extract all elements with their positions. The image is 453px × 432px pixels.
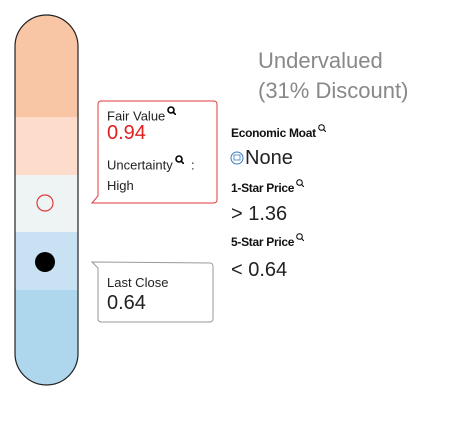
fair-value-label: Fair Value xyxy=(107,106,177,124)
uncertainty: High xyxy=(107,178,134,193)
info-icon[interactable] xyxy=(296,233,305,241)
last-close-label: Last Close xyxy=(107,275,169,290)
valuation: Undervalued (31% Discount) xyxy=(258,48,409,103)
text: 1.36 xyxy=(248,203,288,225)
text: 5-Star Price xyxy=(231,235,295,249)
text: > xyxy=(231,203,243,225)
text: Uncertainty xyxy=(107,157,173,173)
info-icon[interactable] xyxy=(167,106,177,115)
uncertainty-label: Uncertainty : xyxy=(107,155,195,172)
text: < xyxy=(231,259,243,281)
info-icon[interactable] xyxy=(317,124,326,132)
separator: : xyxy=(190,157,195,173)
one-star-label: 1-Star Price xyxy=(231,179,305,195)
moat: None xyxy=(245,147,293,169)
five-star-price: < 0.64 xyxy=(231,259,287,282)
text: 1-Star Price xyxy=(231,181,295,195)
text: Fair Value xyxy=(107,108,166,124)
moat-label: Economic Moat xyxy=(231,124,326,140)
one-star-price: > 1.36 xyxy=(231,203,287,226)
info-icon[interactable] xyxy=(296,179,305,187)
fair-value: 0.94 xyxy=(107,122,146,144)
last-close: 0.64 xyxy=(107,292,146,314)
info-icon[interactable] xyxy=(174,155,184,164)
text: Economic Moat xyxy=(231,126,316,140)
text: 0.64 xyxy=(248,259,288,281)
five-star-label: 5-Star Price xyxy=(231,233,305,249)
